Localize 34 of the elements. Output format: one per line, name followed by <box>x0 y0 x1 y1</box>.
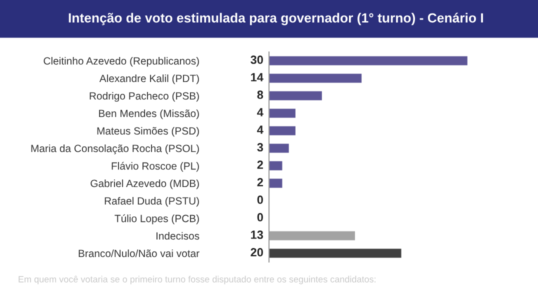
bar <box>269 108 296 118</box>
y-tick-label: Rafael Duda (PSTU) <box>104 196 199 207</box>
data-label: 0 <box>257 196 263 204</box>
bar <box>269 91 322 100</box>
bar <box>269 74 362 83</box>
y-tick-label: Cleitinho Azevedo (Republicanos) <box>44 56 199 67</box>
y-tick-label: Gabriel Azevedo (MDB) <box>90 179 199 190</box>
data-label: 14 <box>251 73 264 82</box>
bar <box>269 178 282 188</box>
data-label: 13 <box>251 230 264 239</box>
y-tick-label: Túlio Lopes (PCB) <box>114 214 199 224</box>
data-label: 8 <box>257 90 264 99</box>
data-label: 4 <box>257 108 264 116</box>
bar <box>269 161 282 170</box>
data-label: 0 <box>257 213 263 222</box>
data-label: 3 <box>257 143 264 152</box>
bar <box>269 248 402 258</box>
data-label: 20 <box>250 248 263 256</box>
data-label: 4 <box>257 126 264 134</box>
chart-title: Intenção de voto estimulada para governador (1° turno) - Cenário I <box>68 12 483 26</box>
data-label: 30 <box>250 56 263 64</box>
y-tick-label: Rodrigo Pacheco (PSB) <box>90 92 199 102</box>
data-label: 2 <box>257 178 263 186</box>
y-tick-label: Mateus Simões (PSD) <box>97 126 199 137</box>
y-tick-label: Flávio Roscoe (PL) <box>112 162 199 172</box>
y-tick-label: Ben Mendes (Missão) <box>99 109 199 120</box>
y-tick-label: Alexandre Kalil (PDT) <box>99 74 199 84</box>
y-tick-label: Branco/Nulo/Não vai votar <box>78 249 200 258</box>
bar <box>269 144 289 153</box>
y-tick-label: Indecisos <box>156 232 200 240</box>
bar <box>269 56 468 66</box>
bar <box>269 126 296 136</box>
y-tick-label: Maria da Consolação Rocha (PSOL) <box>31 144 199 154</box>
data-label: 2 <box>257 160 263 169</box>
